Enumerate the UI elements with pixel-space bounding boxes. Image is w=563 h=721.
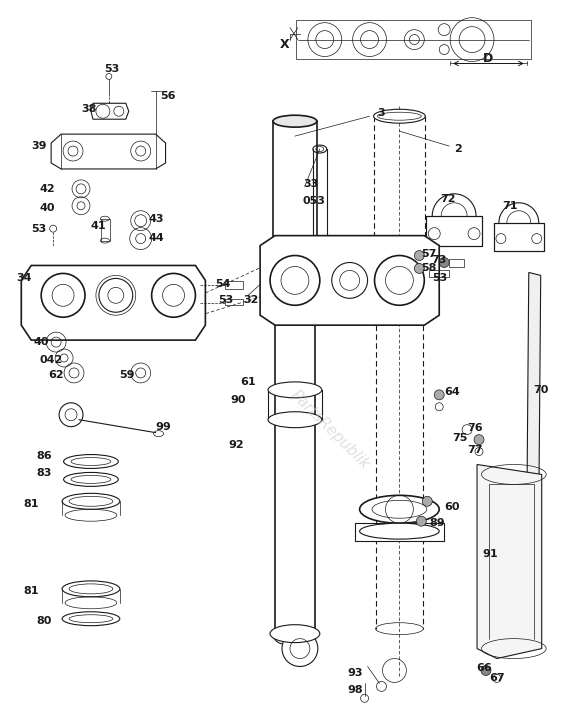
Bar <box>449 259 464 267</box>
Text: 41: 41 <box>91 221 106 231</box>
Circle shape <box>416 516 426 526</box>
Text: 81: 81 <box>23 499 39 509</box>
Bar <box>268 390 322 420</box>
Text: 39: 39 <box>31 141 47 151</box>
Ellipse shape <box>268 412 322 428</box>
Text: 98: 98 <box>348 686 363 695</box>
Text: 86: 86 <box>36 451 52 461</box>
Bar <box>426 216 482 246</box>
Ellipse shape <box>273 115 317 127</box>
Text: D: D <box>483 52 493 65</box>
Text: 60: 60 <box>444 503 460 513</box>
Text: 53: 53 <box>31 224 47 234</box>
Polygon shape <box>426 216 482 246</box>
Text: 44: 44 <box>149 233 164 242</box>
Text: 61: 61 <box>240 377 256 387</box>
Bar <box>101 218 110 241</box>
Text: 76: 76 <box>467 423 482 433</box>
Text: 2: 2 <box>454 144 462 154</box>
Text: 43: 43 <box>149 213 164 224</box>
Text: 042: 042 <box>39 355 62 365</box>
Text: 81: 81 <box>23 586 39 596</box>
Polygon shape <box>527 273 540 519</box>
Ellipse shape <box>270 624 320 642</box>
Text: 75: 75 <box>452 433 467 443</box>
Text: 92: 92 <box>228 440 244 450</box>
Text: 38: 38 <box>81 105 96 114</box>
Polygon shape <box>51 134 166 169</box>
Ellipse shape <box>268 382 322 398</box>
Text: 73: 73 <box>431 255 446 265</box>
Text: 89: 89 <box>429 518 445 528</box>
Ellipse shape <box>360 523 439 539</box>
Circle shape <box>439 257 449 267</box>
Text: 71: 71 <box>502 200 517 211</box>
Bar <box>494 223 544 250</box>
Text: 80: 80 <box>36 616 52 626</box>
Text: 59: 59 <box>119 370 135 380</box>
Bar <box>355 523 444 541</box>
Text: 58: 58 <box>421 263 437 273</box>
Text: PartsRepublik: PartsRepublik <box>287 387 372 472</box>
Text: 54: 54 <box>215 279 231 289</box>
Text: 90: 90 <box>230 395 246 404</box>
Circle shape <box>414 263 425 273</box>
Text: 42: 42 <box>39 184 55 194</box>
Text: 91: 91 <box>482 549 498 559</box>
Text: 64: 64 <box>444 387 460 397</box>
Polygon shape <box>260 236 439 325</box>
Circle shape <box>474 435 484 445</box>
Circle shape <box>282 631 318 666</box>
Bar <box>429 270 449 278</box>
Text: 83: 83 <box>36 469 52 479</box>
Circle shape <box>481 665 491 676</box>
Ellipse shape <box>360 495 439 523</box>
Text: 77: 77 <box>467 445 482 454</box>
Text: 34: 34 <box>16 273 32 283</box>
Text: 93: 93 <box>348 668 363 678</box>
Text: 53: 53 <box>218 296 234 305</box>
Text: 99: 99 <box>155 422 171 432</box>
Bar <box>225 281 243 289</box>
Polygon shape <box>477 464 542 658</box>
Polygon shape <box>494 223 544 250</box>
Text: 70: 70 <box>534 385 549 395</box>
Ellipse shape <box>373 110 425 123</box>
Text: X: X <box>280 38 289 51</box>
Text: 33: 33 <box>303 179 318 189</box>
Text: 56: 56 <box>160 92 176 102</box>
Circle shape <box>414 250 425 260</box>
Text: 66: 66 <box>476 663 492 673</box>
Text: 40: 40 <box>39 203 55 213</box>
Bar <box>296 19 531 60</box>
Text: 62: 62 <box>48 370 64 380</box>
Text: 72: 72 <box>440 194 455 204</box>
Text: 3: 3 <box>378 108 385 118</box>
Text: 57: 57 <box>421 249 437 259</box>
Text: 67: 67 <box>489 673 504 684</box>
Bar <box>225 299 243 305</box>
Polygon shape <box>91 103 129 119</box>
Circle shape <box>434 390 444 400</box>
Text: 32: 32 <box>243 296 258 305</box>
Circle shape <box>422 496 432 506</box>
Text: 53: 53 <box>104 64 119 74</box>
Text: 053: 053 <box>303 196 326 205</box>
Text: 40: 40 <box>33 337 49 347</box>
Polygon shape <box>21 265 205 340</box>
Text: 53: 53 <box>432 273 448 283</box>
